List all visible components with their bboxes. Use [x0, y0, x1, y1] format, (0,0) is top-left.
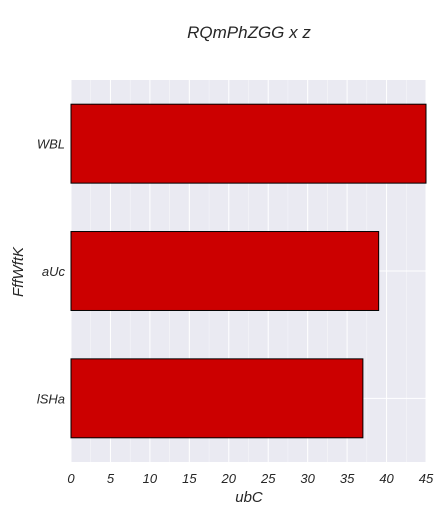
x-tick-labels: 0 5 10 15 20 25 30 35 40 45 [67, 471, 434, 486]
y-tick-label: lSHa [37, 391, 65, 406]
x-tick-label: 30 [300, 471, 315, 486]
y-tick-labels: WBL aUc lSHa [37, 137, 66, 407]
y-tick-label: WBL [37, 137, 65, 152]
x-tick-label: 35 [340, 471, 355, 486]
x-tick-label: 10 [143, 471, 158, 486]
x-tick-label: 45 [419, 471, 434, 486]
y-axis-label: FffWftK [10, 246, 27, 297]
x-tick-label: 5 [107, 471, 115, 486]
bar-auc [70, 231, 380, 311]
x-tick-label: 20 [221, 471, 237, 486]
bar-wbl [70, 103, 427, 184]
bars [70, 103, 427, 439]
x-tick-label: 15 [182, 471, 197, 486]
x-tick-label: 40 [379, 471, 394, 486]
chart-title: RQmPhZGG x z [187, 23, 311, 42]
bar-lsha [70, 358, 364, 439]
x-axis-label: ubC [235, 489, 263, 506]
x-tick-label: 0 [67, 471, 75, 486]
y-tick-label: aUc [42, 264, 66, 279]
x-tick-label: 25 [260, 471, 276, 486]
